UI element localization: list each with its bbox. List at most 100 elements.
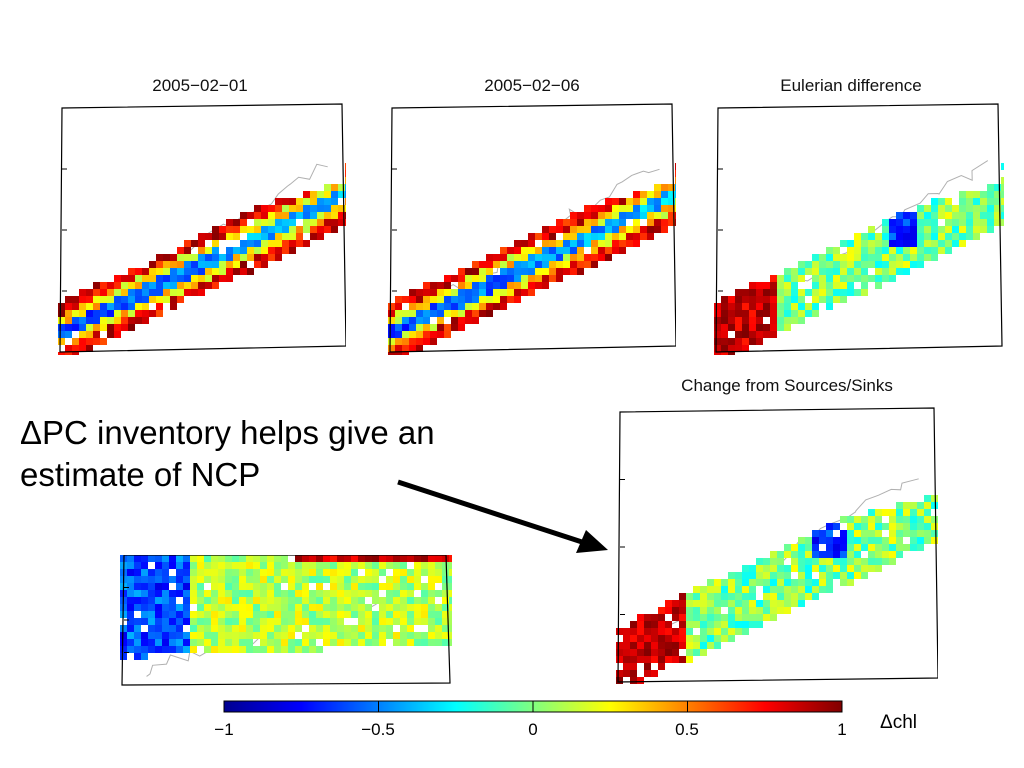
map-cell: [197, 632, 204, 639]
map-cell: [619, 219, 626, 226]
map-cell: [714, 324, 721, 331]
map-cell: [162, 625, 169, 632]
map-cell: [847, 530, 854, 537]
map-cell: [190, 583, 197, 590]
map-cell: [861, 537, 868, 544]
map-cell: [400, 597, 407, 604]
map-cell: [910, 240, 917, 247]
map-cell: [416, 289, 423, 296]
map-cell: [875, 551, 882, 558]
map-cell: [449, 597, 452, 604]
map-cell: [1001, 212, 1004, 219]
map-cell: [86, 310, 93, 317]
map-cell: [791, 565, 798, 572]
map-cell: [281, 639, 288, 646]
map-cell: [148, 569, 155, 576]
map-cell: [114, 289, 121, 296]
map-cell: [274, 604, 281, 611]
map-cell: [190, 632, 197, 639]
map-cell: [345, 177, 346, 184]
map-cell: [414, 555, 421, 562]
map-cell: [282, 205, 289, 212]
map-cell: [840, 516, 847, 523]
map-cell: [654, 212, 661, 219]
map-cell: [268, 254, 275, 261]
map-cell: [679, 621, 686, 628]
map-cell: [847, 261, 854, 268]
map-cell: [770, 600, 777, 607]
map-cell: [931, 247, 938, 254]
map-cell: [735, 586, 742, 593]
map-cell: [437, 331, 444, 338]
map-cell: [763, 558, 770, 565]
map-cell: [141, 597, 148, 604]
map-cell: [465, 310, 472, 317]
map-cell: [840, 289, 847, 296]
map-cell: [973, 233, 980, 240]
map-cell: [372, 639, 379, 646]
map-cell: [903, 219, 910, 226]
map-cell: [337, 562, 344, 569]
map-cell: [402, 331, 409, 338]
map-cell: [647, 212, 654, 219]
map-cell: [302, 583, 309, 590]
map-cell: [289, 247, 296, 254]
map-cell: [303, 198, 310, 205]
map-cell: [959, 226, 966, 233]
map-cell: [847, 551, 854, 558]
map-cell: [528, 282, 535, 289]
map-cell: [365, 555, 372, 562]
map-cell: [281, 597, 288, 604]
map-cell: [212, 240, 219, 247]
map-cell: [521, 289, 528, 296]
map-cell: [303, 212, 310, 219]
map-cell: [309, 576, 316, 583]
map-cell: [714, 579, 721, 586]
map-cell: [428, 604, 435, 611]
map-cell: [395, 331, 402, 338]
map-cell: [93, 338, 100, 345]
map-cell: [190, 555, 197, 562]
map-cell: [372, 618, 379, 625]
map-cell: [868, 516, 875, 523]
map-cell: [395, 352, 402, 355]
map-cell: [805, 289, 812, 296]
map-cell: [770, 607, 777, 614]
map-cell: [693, 649, 700, 656]
map-cell: [423, 331, 430, 338]
map-cell: [365, 611, 372, 618]
map-cell: [176, 604, 183, 611]
map-cell: [309, 625, 316, 632]
map-cell: [903, 544, 910, 551]
map-cell: [770, 551, 777, 558]
map-cell: [190, 625, 197, 632]
map-cell: [261, 261, 268, 268]
map-cell: [770, 593, 777, 600]
map-canvas: [120, 555, 452, 686]
map-cell: [777, 579, 784, 586]
map-cell: [330, 555, 337, 562]
map-cell: [637, 642, 644, 649]
map-cell: [889, 226, 896, 233]
map-cell: [239, 583, 246, 590]
map-cell: [987, 205, 994, 212]
map-cell: [226, 219, 233, 226]
map-cell: [267, 576, 274, 583]
map-cell: [288, 604, 295, 611]
map-cell: [170, 268, 177, 275]
map-cell: [605, 205, 612, 212]
map-cell: [458, 289, 465, 296]
map-cell: [324, 226, 331, 233]
map-cell: [372, 569, 379, 576]
map-cell: [903, 268, 910, 275]
map-cell: [155, 555, 162, 562]
map-cell: [331, 198, 338, 205]
map-cell: [435, 562, 442, 569]
map-cell: [274, 646, 281, 653]
map-cell: [198, 275, 205, 282]
map-cell: [345, 212, 346, 219]
map-cell: [630, 642, 637, 649]
map-cell: [735, 317, 742, 324]
map-cell: [777, 303, 784, 310]
map-cell: [665, 621, 672, 628]
